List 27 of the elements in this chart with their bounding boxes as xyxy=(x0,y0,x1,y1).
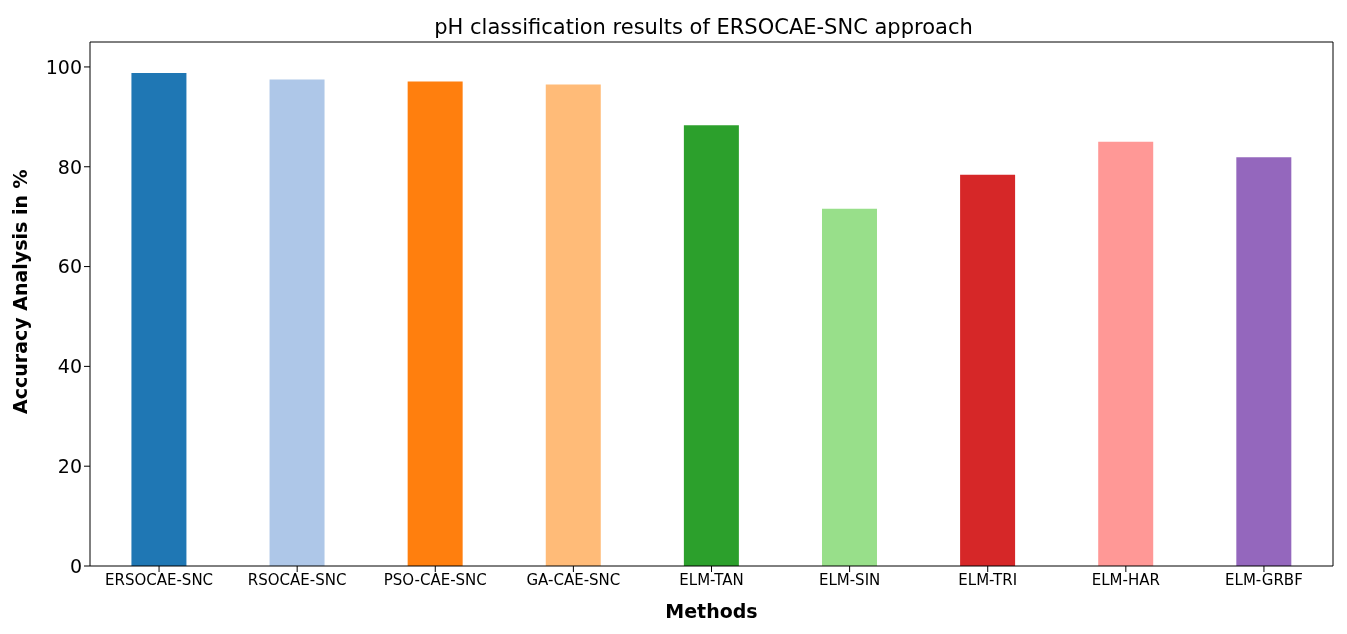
y-tick-label: 60 xyxy=(57,255,82,278)
x-tick-label: ERSOCAE-SNC xyxy=(105,570,214,589)
bar xyxy=(131,72,187,566)
x-tick-label: ELM-TAN xyxy=(679,570,744,589)
y-tick-label: 100 xyxy=(45,55,82,78)
bar xyxy=(960,174,1016,566)
y-tick-label: 80 xyxy=(57,155,82,178)
x-tick-label: PSO-CAE-SNC xyxy=(383,570,487,589)
bar xyxy=(545,84,601,566)
x-tick-label: ELM-SIN xyxy=(818,570,881,589)
bar xyxy=(821,208,877,566)
bar xyxy=(683,125,739,566)
chart-title: pH classification results of ERSOCAE-SNC approach xyxy=(434,15,973,39)
y-tick-label: 0 xyxy=(69,554,82,577)
y-tick-label: 40 xyxy=(57,355,82,378)
bar xyxy=(407,81,463,566)
bar xyxy=(1098,141,1154,566)
y-axis-title: Accuracy Analysis in % xyxy=(8,169,31,414)
x-tick-label: GA-CAE-SNC xyxy=(526,570,621,589)
bar xyxy=(269,79,325,566)
x-tick-label: ELM-GRBF xyxy=(1225,570,1303,589)
y-tick-label: 20 xyxy=(57,454,82,477)
x-tick-label: RSOCAE-SNC xyxy=(247,570,347,589)
x-tick-label: ELM-HAR xyxy=(1091,570,1160,589)
x-axis-title: Methods xyxy=(665,600,758,622)
x-tick-label: ELM-TRI xyxy=(958,570,1018,589)
bar xyxy=(1236,157,1292,566)
